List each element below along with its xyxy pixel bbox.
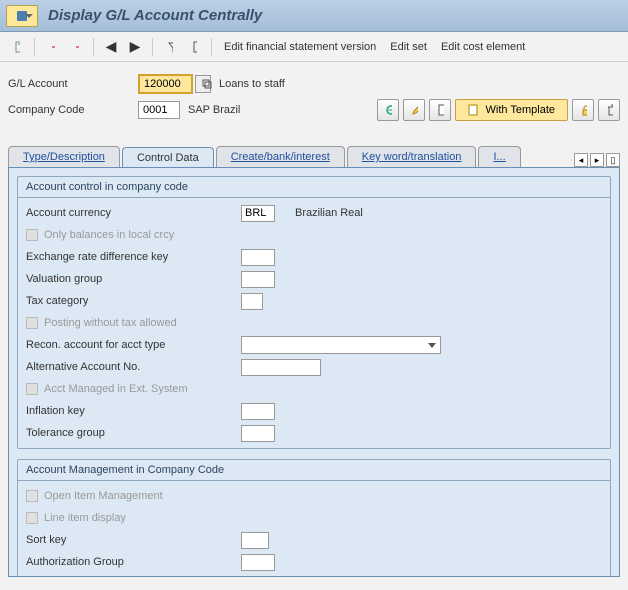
auth-group-input[interactable] <box>241 554 275 571</box>
tab-create-bank[interactable]: Create/bank/interest <box>216 146 345 167</box>
gl-account-row: G/L Account Loans to staff <box>8 72 620 96</box>
separator <box>34 38 35 56</box>
toolbar-btn-filter[interactable] <box>161 38 179 56</box>
with-template-button[interactable]: With Template <box>455 99 569 121</box>
inflation-row: Inflation key <box>26 400 602 422</box>
tab-keyword[interactable]: Key word/translation <box>347 146 477 167</box>
only-balances-row: Only balances in local crcy <box>26 224 602 246</box>
alternative-input[interactable] <box>241 359 321 376</box>
new-icon[interactable] <box>429 99 451 121</box>
tab-control-data[interactable]: Control Data <box>122 147 214 168</box>
recon-dropdown[interactable] <box>241 336 441 354</box>
title-bar: Display G/L Account Centrally <box>0 0 628 32</box>
open-item-row: Open Item Management <box>26 485 602 507</box>
tab-list-icon[interactable]: ▯ <box>606 153 620 167</box>
open-item-checkbox <box>26 490 38 502</box>
currency-desc: Brazilian Real <box>295 207 363 219</box>
sort-key-row: Sort key <box>26 529 602 551</box>
ext-system-label: Acct Managed in Ext. System <box>44 383 259 395</box>
lock-icon[interactable] <box>572 99 594 121</box>
valuation-row: Valuation group <box>26 268 602 290</box>
form-area: G/L Account Loans to staff Company Code … <box>0 62 628 134</box>
valuation-label: Valuation group <box>26 273 241 285</box>
currency-input[interactable] <box>241 205 275 222</box>
link-edit-set[interactable]: Edit set <box>386 41 431 53</box>
open-item-label: Open Item Management <box>44 490 259 502</box>
toolbar-btn-1[interactable] <box>8 38 26 56</box>
tab-strip: Type/Description Control Data Create/ban… <box>0 134 628 167</box>
company-code-row: Company Code SAP Brazil With Template <box>8 98 620 122</box>
sort-key-input[interactable] <box>241 532 269 549</box>
tolerance-input[interactable] <box>241 425 275 442</box>
alternative-label: Alternative Account No. <box>26 361 241 373</box>
tax-category-label: Tax category <box>26 295 241 307</box>
toolbar-btn-2[interactable] <box>43 38 61 56</box>
posting-tax-row: Posting without tax allowed <box>26 312 602 334</box>
next-icon[interactable]: ▶ <box>126 38 144 56</box>
line-item-label: Line item display <box>44 512 259 524</box>
alternative-row: Alternative Account No. <box>26 356 602 378</box>
edit-icon[interactable] <box>403 99 425 121</box>
app-menu-icon[interactable] <box>6 5 38 27</box>
auth-group-label: Authorization Group <box>26 556 241 568</box>
delete-icon[interactable] <box>598 99 620 121</box>
action-buttons: With Template <box>377 99 621 121</box>
inflation-input[interactable] <box>241 403 275 420</box>
link-edit-financial[interactable]: Edit financial statement version <box>220 41 380 53</box>
gl-account-label: G/L Account <box>8 78 138 90</box>
only-balances-checkbox <box>26 229 38 241</box>
recon-row: Recon. account for acct type <box>26 334 602 356</box>
tax-category-input[interactable] <box>241 293 263 310</box>
gl-account-desc: Loans to staff <box>219 78 285 90</box>
company-code-desc: SAP Brazil <box>188 104 240 116</box>
inflation-label: Inflation key <box>26 405 241 417</box>
valuation-input[interactable] <box>241 271 275 288</box>
posting-tax-checkbox <box>26 317 38 329</box>
display-icon[interactable] <box>377 99 399 121</box>
exchange-rate-row: Exchange rate difference key <box>26 246 602 268</box>
toolbar: ◀ ▶ Edit financial statement version Edi… <box>0 32 628 62</box>
toolbar-btn-3[interactable] <box>67 38 85 56</box>
tab-content: Account control in company code Account … <box>8 167 620 577</box>
tab-scroll-right-icon[interactable]: ▸ <box>590 153 604 167</box>
tab-nav: ◂ ▸ ▯ <box>574 153 620 167</box>
tax-category-row: Tax category <box>26 290 602 312</box>
only-balances-label: Only balances in local crcy <box>44 229 259 241</box>
group-account-control: Account control in company code Account … <box>17 176 611 449</box>
ext-system-row: Acct Managed in Ext. System <box>26 378 602 400</box>
toolbar-btn-doc[interactable] <box>185 38 203 56</box>
tab-type-description[interactable]: Type/Description <box>8 146 120 167</box>
tolerance-label: Tolerance group <box>26 427 241 439</box>
separator <box>211 38 212 56</box>
auth-group-row: Authorization Group <box>26 551 602 573</box>
separator <box>93 38 94 56</box>
page-title: Display G/L Account Centrally <box>48 7 262 24</box>
exchange-rate-label: Exchange rate difference key <box>26 251 241 263</box>
gl-account-lookup-icon[interactable] <box>195 75 211 93</box>
tab-scroll-left-icon[interactable]: ◂ <box>574 153 588 167</box>
currency-row: Account currency Brazilian Real <box>26 202 602 224</box>
link-edit-cost[interactable]: Edit cost element <box>437 41 529 53</box>
template-label: With Template <box>486 104 556 116</box>
recon-label: Recon. account for acct type <box>26 339 241 351</box>
ext-system-checkbox <box>26 383 38 395</box>
currency-label: Account currency <box>26 207 241 219</box>
line-item-checkbox <box>26 512 38 524</box>
tab-more[interactable]: I... <box>478 146 520 167</box>
gl-account-input[interactable] <box>138 74 193 94</box>
company-code-label: Company Code <box>8 104 138 116</box>
group-title: Account control in company code <box>18 177 610 198</box>
separator <box>152 38 153 56</box>
posting-tax-label: Posting without tax allowed <box>44 317 259 329</box>
sort-key-label: Sort key <box>26 534 241 546</box>
exchange-rate-input[interactable] <box>241 249 275 266</box>
line-item-row: Line item display <box>26 507 602 529</box>
company-code-input[interactable] <box>138 101 180 119</box>
prev-icon[interactable]: ◀ <box>102 38 120 56</box>
group2-title: Account Management in Company Code <box>18 460 610 481</box>
tolerance-row: Tolerance group <box>26 422 602 444</box>
group-account-management: Account Management in Company Code Open … <box>17 459 611 577</box>
